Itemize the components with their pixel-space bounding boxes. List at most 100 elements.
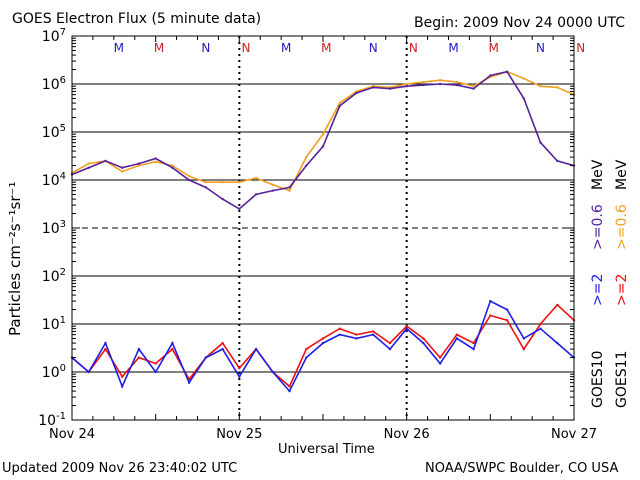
updated-timestamp: Updated 2009 Nov 26 23:40:02 UTC xyxy=(2,461,238,476)
legend-g10-2mev: >=2 xyxy=(590,273,606,306)
data-point-g10_06mev xyxy=(204,186,208,189)
x-tick-label: Nov 24 xyxy=(49,427,95,442)
y-tick-label: 103 xyxy=(42,219,66,237)
data-point-g11_06mev xyxy=(539,84,542,88)
data-point-g10_06mev xyxy=(522,97,525,100)
data-point-g11_2mev xyxy=(539,322,542,326)
data-point-g10_2mev xyxy=(338,333,341,336)
data-point-g11_06mev xyxy=(338,101,341,105)
data-point-g11_2mev xyxy=(355,333,358,336)
data-point-g10_06mev xyxy=(388,87,392,90)
begin-time-label: Begin: 2009 Nov 24 0000 UTC xyxy=(414,15,625,31)
series-line-g11_06mev xyxy=(71,70,575,192)
mn-marker: N xyxy=(369,41,378,55)
mn-marker: N xyxy=(409,41,418,55)
data-point-g11_2mev xyxy=(556,303,559,307)
data-point-g10_06mev xyxy=(338,104,341,108)
data-point-g10_2mev xyxy=(455,337,459,340)
data-point-g11_2mev xyxy=(171,347,174,351)
data-point-g10_2mev xyxy=(539,327,542,330)
data-point-g11_06mev xyxy=(321,132,325,136)
data-point-g10_2mev xyxy=(372,333,375,336)
data-point-g10_2mev xyxy=(489,299,492,303)
data-point-g10_2mev xyxy=(405,327,408,330)
data-point-g10_06mev xyxy=(221,197,224,201)
data-point-g10_2mev xyxy=(305,356,308,359)
data-point-g11_06mev xyxy=(254,176,258,180)
data-point-g11_2mev xyxy=(388,341,392,345)
data-point-g10_06mev xyxy=(121,166,124,169)
data-point-g10_06mev xyxy=(104,159,107,163)
data-point-g11_06mev xyxy=(187,174,191,178)
data-point-g10_06mev xyxy=(372,86,375,89)
y-tick-label: 107 xyxy=(42,27,66,45)
data-point-g11_06mev xyxy=(87,162,90,165)
y-tick-label: 101 xyxy=(42,315,66,333)
legend-g11-06mev: >=0.6 xyxy=(614,204,630,250)
data-point-g10_06mev xyxy=(254,193,258,196)
data-point-g10_2mev xyxy=(288,389,291,393)
data-point-g10_2mev xyxy=(221,347,224,351)
data-point-g11_2mev xyxy=(422,337,425,340)
mn-marker: N xyxy=(201,41,210,55)
data-point-g11_2mev xyxy=(137,356,141,359)
data-point-g11_2mev xyxy=(438,356,442,359)
data-point-g11_06mev xyxy=(455,80,459,84)
data-point-g10_06mev xyxy=(489,74,492,77)
data-point-g11_06mev xyxy=(154,160,157,163)
data-point-g11_06mev xyxy=(422,80,425,84)
data-point-g11_2mev xyxy=(489,314,492,317)
data-point-g11_2mev xyxy=(104,347,107,351)
data-point-g10_2mev xyxy=(438,362,442,365)
data-point-g11_06mev xyxy=(137,164,141,167)
data-point-g11_06mev xyxy=(405,82,408,86)
data-point-g10_06mev xyxy=(87,166,90,169)
data-point-g10_2mev xyxy=(271,370,274,374)
mn-marker: M xyxy=(489,41,499,55)
data-point-g10_2mev xyxy=(472,347,475,351)
mn-marker: M xyxy=(321,41,331,55)
series-line-g10_2mev xyxy=(71,299,575,393)
legend-unit-mev-1: MeV xyxy=(590,159,606,190)
data-point-g11_06mev xyxy=(221,180,224,184)
mn-marker: N xyxy=(536,41,545,55)
x-tick-label: Nov 25 xyxy=(216,427,262,442)
mn-marker: N xyxy=(576,41,585,55)
data-point-g10_2mev xyxy=(87,370,90,374)
data-point-g11_2mev xyxy=(338,327,341,330)
legend-unit-mev-2: MeV xyxy=(614,159,630,190)
data-point-g11_2mev xyxy=(305,347,308,351)
data-point-g10_06mev xyxy=(355,91,358,95)
data-point-g11_06mev xyxy=(238,180,241,184)
data-point-g10_06mev xyxy=(154,157,157,160)
data-point-g11_06mev xyxy=(288,189,291,192)
mn-marker: M xyxy=(114,41,124,55)
legend-g10-06mev: >=0.6 xyxy=(590,204,606,250)
data-point-g10_06mev xyxy=(472,87,475,90)
mn-marker: M xyxy=(154,41,164,55)
data-point-g11_2mev xyxy=(522,347,525,351)
legend-goes10: GOES10 xyxy=(590,350,606,408)
data-point-g10_2mev xyxy=(388,347,392,351)
data-point-g11_2mev xyxy=(121,375,124,378)
y-tick-label: 106 xyxy=(42,75,66,93)
data-point-g11_06mev xyxy=(171,164,174,167)
data-point-g11_06mev xyxy=(522,77,525,80)
x-axis-label: Universal Time xyxy=(278,442,375,457)
data-point-g11_06mev xyxy=(271,183,274,186)
legend-g11-2mev: >=2 xyxy=(614,273,630,306)
data-point-g10_2mev xyxy=(522,337,525,340)
y-tick-label: 100 xyxy=(42,363,66,381)
data-point-g11_06mev xyxy=(305,155,308,159)
legend-goes11: GOES11 xyxy=(614,350,630,408)
data-point-g10_2mev xyxy=(187,381,191,384)
y-tick-label: 105 xyxy=(42,123,66,141)
mn-marker: M xyxy=(448,41,458,55)
data-point-g11_06mev xyxy=(472,84,475,88)
data-point-g11_2mev xyxy=(288,385,291,388)
data-point-g10_2mev xyxy=(505,308,509,311)
mn-marker: M xyxy=(281,41,291,55)
data-point-g11_2mev xyxy=(505,318,509,322)
data-point-g10_06mev xyxy=(288,186,291,189)
data-point-g10_2mev xyxy=(238,375,241,378)
